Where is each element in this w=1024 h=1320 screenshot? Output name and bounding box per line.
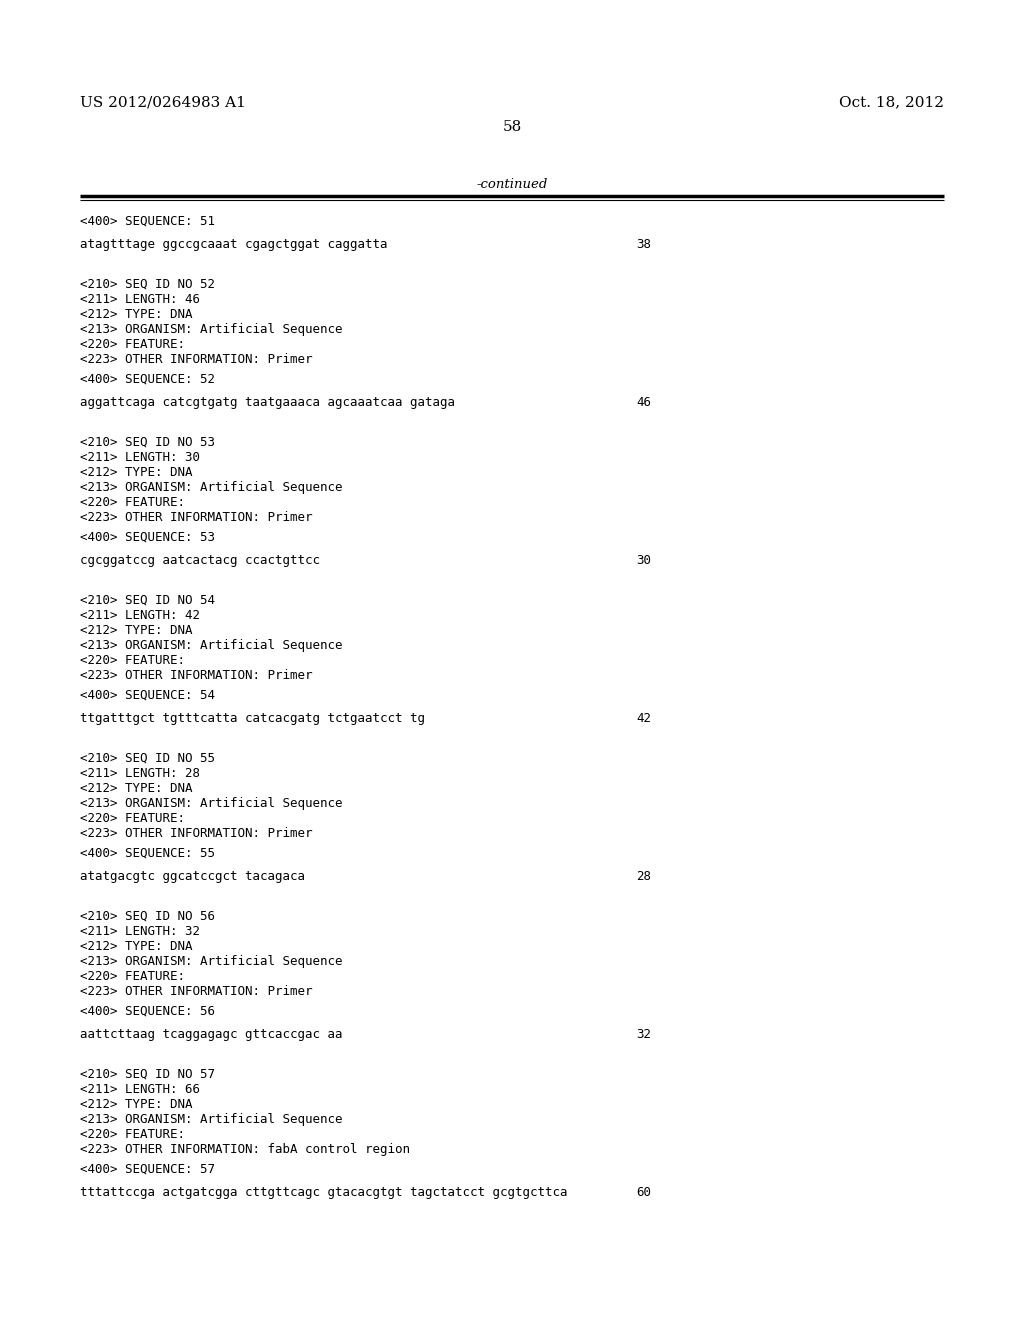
Text: <400> SEQUENCE: 52: <400> SEQUENCE: 52 xyxy=(80,374,215,385)
Text: <400> SEQUENCE: 55: <400> SEQUENCE: 55 xyxy=(80,847,215,861)
Text: <223> OTHER INFORMATION: Primer: <223> OTHER INFORMATION: Primer xyxy=(80,669,312,682)
Text: <400> SEQUENCE: 56: <400> SEQUENCE: 56 xyxy=(80,1005,215,1018)
Text: <213> ORGANISM: Artificial Sequence: <213> ORGANISM: Artificial Sequence xyxy=(80,1113,342,1126)
Text: <212> TYPE: DNA: <212> TYPE: DNA xyxy=(80,624,193,638)
Text: <400> SEQUENCE: 57: <400> SEQUENCE: 57 xyxy=(80,1163,215,1176)
Text: US 2012/0264983 A1: US 2012/0264983 A1 xyxy=(80,95,246,110)
Text: <400> SEQUENCE: 53: <400> SEQUENCE: 53 xyxy=(80,531,215,544)
Text: <400> SEQUENCE: 54: <400> SEQUENCE: 54 xyxy=(80,689,215,702)
Text: aggattcaga catcgtgatg taatgaaaca agcaaatcaa gataga: aggattcaga catcgtgatg taatgaaaca agcaaat… xyxy=(80,396,455,409)
Text: <210> SEQ ID NO 54: <210> SEQ ID NO 54 xyxy=(80,594,215,607)
Text: -continued: -continued xyxy=(476,178,548,191)
Text: 46: 46 xyxy=(636,396,651,409)
Text: 60: 60 xyxy=(636,1185,651,1199)
Text: <213> ORGANISM: Artificial Sequence: <213> ORGANISM: Artificial Sequence xyxy=(80,797,342,810)
Text: <212> TYPE: DNA: <212> TYPE: DNA xyxy=(80,308,193,321)
Text: <210> SEQ ID NO 55: <210> SEQ ID NO 55 xyxy=(80,752,215,766)
Text: <400> SEQUENCE: 51: <400> SEQUENCE: 51 xyxy=(80,215,215,228)
Text: <210> SEQ ID NO 53: <210> SEQ ID NO 53 xyxy=(80,436,215,449)
Text: <212> TYPE: DNA: <212> TYPE: DNA xyxy=(80,1098,193,1111)
Text: tttattccga actgatcgga cttgttcagc gtacacgtgt tagctatcct gcgtgcttca: tttattccga actgatcgga cttgttcagc gtacacg… xyxy=(80,1185,567,1199)
Text: <211> LENGTH: 42: <211> LENGTH: 42 xyxy=(80,609,200,622)
Text: <211> LENGTH: 30: <211> LENGTH: 30 xyxy=(80,451,200,465)
Text: <220> FEATURE:: <220> FEATURE: xyxy=(80,812,185,825)
Text: 32: 32 xyxy=(636,1028,651,1041)
Text: cgcggatccg aatcactacg ccactgttcc: cgcggatccg aatcactacg ccactgttcc xyxy=(80,554,319,568)
Text: 58: 58 xyxy=(503,120,521,135)
Text: <211> LENGTH: 66: <211> LENGTH: 66 xyxy=(80,1082,200,1096)
Text: <223> OTHER INFORMATION: Primer: <223> OTHER INFORMATION: Primer xyxy=(80,511,312,524)
Text: <212> TYPE: DNA: <212> TYPE: DNA xyxy=(80,940,193,953)
Text: <213> ORGANISM: Artificial Sequence: <213> ORGANISM: Artificial Sequence xyxy=(80,323,342,337)
Text: aattcttaag tcaggagagc gttcaccgac aa: aattcttaag tcaggagagc gttcaccgac aa xyxy=(80,1028,342,1041)
Text: <223> OTHER INFORMATION: fabA control region: <223> OTHER INFORMATION: fabA control re… xyxy=(80,1143,410,1156)
Text: <220> FEATURE:: <220> FEATURE: xyxy=(80,338,185,351)
Text: <220> FEATURE:: <220> FEATURE: xyxy=(80,970,185,983)
Text: <210> SEQ ID NO 52: <210> SEQ ID NO 52 xyxy=(80,279,215,290)
Text: <213> ORGANISM: Artificial Sequence: <213> ORGANISM: Artificial Sequence xyxy=(80,480,342,494)
Text: Oct. 18, 2012: Oct. 18, 2012 xyxy=(839,95,944,110)
Text: <212> TYPE: DNA: <212> TYPE: DNA xyxy=(80,466,193,479)
Text: <220> FEATURE:: <220> FEATURE: xyxy=(80,1129,185,1140)
Text: <213> ORGANISM: Artificial Sequence: <213> ORGANISM: Artificial Sequence xyxy=(80,639,342,652)
Text: <223> OTHER INFORMATION: Primer: <223> OTHER INFORMATION: Primer xyxy=(80,985,312,998)
Text: <213> ORGANISM: Artificial Sequence: <213> ORGANISM: Artificial Sequence xyxy=(80,954,342,968)
Text: ttgatttgct tgtttcatta catcacgatg tctgaatcct tg: ttgatttgct tgtttcatta catcacgatg tctgaat… xyxy=(80,711,425,725)
Text: <223> OTHER INFORMATION: Primer: <223> OTHER INFORMATION: Primer xyxy=(80,352,312,366)
Text: <212> TYPE: DNA: <212> TYPE: DNA xyxy=(80,781,193,795)
Text: 42: 42 xyxy=(636,711,651,725)
Text: <220> FEATURE:: <220> FEATURE: xyxy=(80,653,185,667)
Text: <210> SEQ ID NO 56: <210> SEQ ID NO 56 xyxy=(80,909,215,923)
Text: <210> SEQ ID NO 57: <210> SEQ ID NO 57 xyxy=(80,1068,215,1081)
Text: 28: 28 xyxy=(636,870,651,883)
Text: <220> FEATURE:: <220> FEATURE: xyxy=(80,496,185,510)
Text: atagtttage ggccgcaaat cgagctggat caggatta: atagtttage ggccgcaaat cgagctggat caggatt… xyxy=(80,238,387,251)
Text: atatgacgtc ggcatccgct tacagaca: atatgacgtc ggcatccgct tacagaca xyxy=(80,870,305,883)
Text: <211> LENGTH: 46: <211> LENGTH: 46 xyxy=(80,293,200,306)
Text: 38: 38 xyxy=(636,238,651,251)
Text: 30: 30 xyxy=(636,554,651,568)
Text: <211> LENGTH: 28: <211> LENGTH: 28 xyxy=(80,767,200,780)
Text: <223> OTHER INFORMATION: Primer: <223> OTHER INFORMATION: Primer xyxy=(80,828,312,840)
Text: <211> LENGTH: 32: <211> LENGTH: 32 xyxy=(80,925,200,939)
